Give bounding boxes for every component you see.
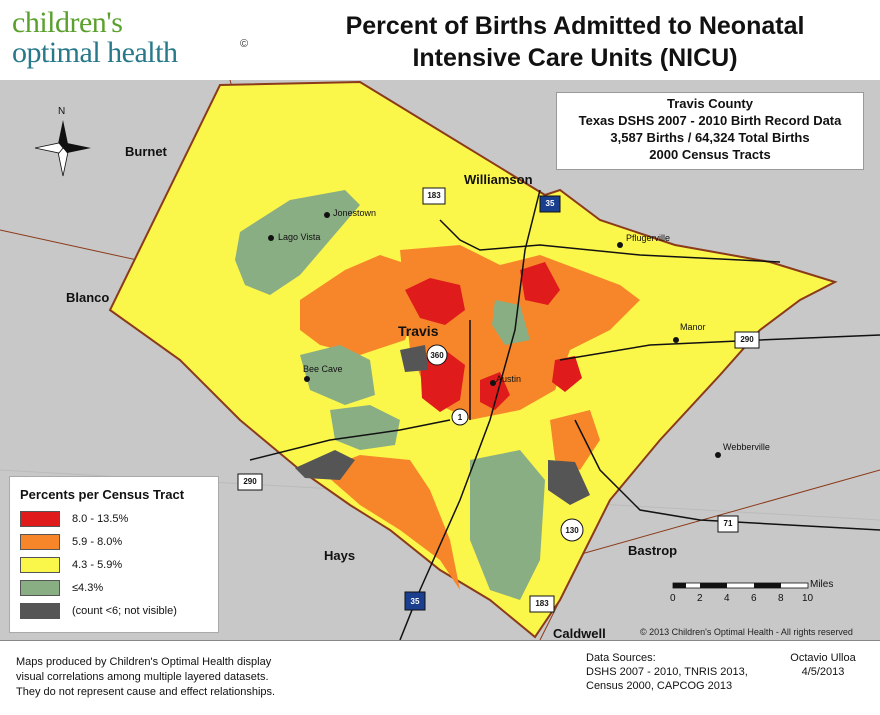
- shield-i35-north: 35: [545, 199, 555, 208]
- scale-bar: [672, 582, 809, 589]
- legend-label: 8.0 - 13.5%: [72, 513, 129, 525]
- author-name: Octavio Ulloa: [790, 652, 856, 664]
- green-region-southeast: [470, 450, 545, 600]
- orange-region-south: [320, 455, 460, 590]
- footer-sources: Data Sources: DSHS 2007 - 2010, TNRIS 20…: [586, 651, 786, 693]
- legend-swatch-green: [20, 580, 60, 596]
- scale-tick: 2: [697, 593, 703, 604]
- north-label: N: [58, 106, 66, 117]
- place-blanco: Blanco: [66, 290, 110, 305]
- town-pflugerville: Pflugerville: [626, 233, 671, 243]
- green-region-lake: [330, 405, 400, 450]
- scale-tick: 10: [802, 593, 814, 604]
- roads: [249, 189, 880, 641]
- place-williamson: Williamson: [464, 172, 533, 187]
- info-births: 3,587 Births / 64,324 Total Births: [610, 130, 810, 145]
- town-dots: [268, 212, 721, 458]
- shield-183-north: 183: [427, 191, 441, 200]
- place-hays: Hays: [324, 548, 356, 563]
- orange-region-east: [550, 410, 600, 470]
- scale-tick: 4: [724, 593, 730, 604]
- red-region-west: [420, 350, 465, 412]
- footer-disclaimer: Maps produced by Children's Optimal Heal…: [16, 655, 346, 700]
- sources-title: Data Sources:: [586, 652, 656, 664]
- place-bastrop: Bastrop: [628, 543, 678, 558]
- disclaimer-line: Maps produced by Children's Optimal Heal…: [16, 656, 272, 668]
- place-travis: Travis: [398, 323, 439, 339]
- red-region-northeast: [520, 262, 560, 305]
- sources-line: DSHS 2007 - 2010, TNRIS 2013,: [586, 666, 748, 678]
- highway-shields: [237, 187, 760, 613]
- shield-290-west: 290: [243, 477, 257, 486]
- town-webberville: Webberville: [723, 442, 770, 452]
- legend-swatch-yellow: [20, 557, 60, 573]
- sources-line: Census 2000, CAPCOG 2013: [586, 680, 733, 692]
- town-manor: Manor: [680, 322, 706, 332]
- shield-183-south: 183: [535, 599, 549, 608]
- town-bee-cave: Bee Cave: [303, 364, 343, 374]
- disclaimer-line: visual correlations among multiple layer…: [16, 671, 269, 683]
- red-region-north: [405, 278, 465, 325]
- author-date: 4/5/2013: [801, 666, 845, 678]
- info-box: Travis County Texas DSHS 2007 - 2010 Bir…: [556, 92, 864, 170]
- orange-region-west: [300, 255, 420, 355]
- shield-360: 360: [430, 351, 444, 360]
- page-title-line2: Intensive Care Units (NICU): [412, 44, 738, 72]
- logo-line1: children's: [12, 6, 123, 39]
- scale-tick: 0: [670, 593, 676, 604]
- logo-copyright-mark: ©: [240, 38, 249, 50]
- legend-title: Percents per Census Tract: [20, 487, 185, 502]
- shield-290-east: 290: [740, 335, 754, 344]
- scale-tick: 6: [751, 593, 757, 604]
- disclaimer-line: They do not represent cause and effect r…: [16, 686, 276, 698]
- legend-label: 5.9 - 8.0%: [72, 536, 123, 548]
- scale-unit: Miles: [810, 579, 834, 590]
- shield-71: 71: [723, 519, 733, 528]
- info-dataset: Texas DSHS 2007 - 2010 Birth Record Data: [578, 113, 842, 128]
- green-region-central: [492, 300, 530, 345]
- town-jonestown: Jonestown: [333, 208, 377, 218]
- gray-region-southwest: [295, 450, 355, 480]
- legend: Percents per Census Tract 8.0 - 13.5% 5.…: [9, 476, 219, 633]
- gray-region-southeast: [548, 460, 590, 505]
- green-region-westcentral: [300, 345, 375, 405]
- legend-label: 4.3 - 5.9%: [72, 559, 123, 571]
- town-lago-vista: Lago Vista: [278, 232, 321, 242]
- place-caldwell: Caldwell: [553, 626, 606, 641]
- north-arrow: [34, 120, 91, 177]
- shield-i35-south: 35: [410, 597, 420, 606]
- header: children's optimal health © Percent of B…: [0, 0, 880, 80]
- footer-author: Octavio Ulloa 4/5/2013: [778, 651, 868, 679]
- shield-130: 130: [565, 526, 579, 535]
- footer: Maps produced by Children's Optimal Heal…: [0, 640, 880, 715]
- town-austin: Austin: [496, 374, 522, 384]
- scale-tick: 8: [778, 593, 784, 604]
- legend-swatch-gray: [20, 603, 60, 619]
- legend-label: ≤4.3%: [72, 582, 104, 594]
- legend-swatch-red: [20, 511, 60, 527]
- logo-line2: optimal health: [12, 36, 178, 69]
- red-region-center: [480, 372, 510, 410]
- legend-label: (count <6; not visible): [72, 605, 177, 617]
- legend-swatch-orange: [20, 534, 60, 550]
- place-burnet: Burnet: [125, 144, 167, 159]
- info-county: Travis County: [667, 96, 753, 111]
- gray-region-center: [400, 345, 428, 372]
- page-title-line1: Percent of Births Admitted to Neonatal: [345, 12, 805, 40]
- red-region-east: [552, 356, 582, 392]
- copyright-notice: © 2013 Children's Optimal Health - All r…: [640, 627, 853, 637]
- shield-loop-1: 1: [457, 413, 463, 422]
- info-census: 2000 Census Tracts: [649, 147, 771, 162]
